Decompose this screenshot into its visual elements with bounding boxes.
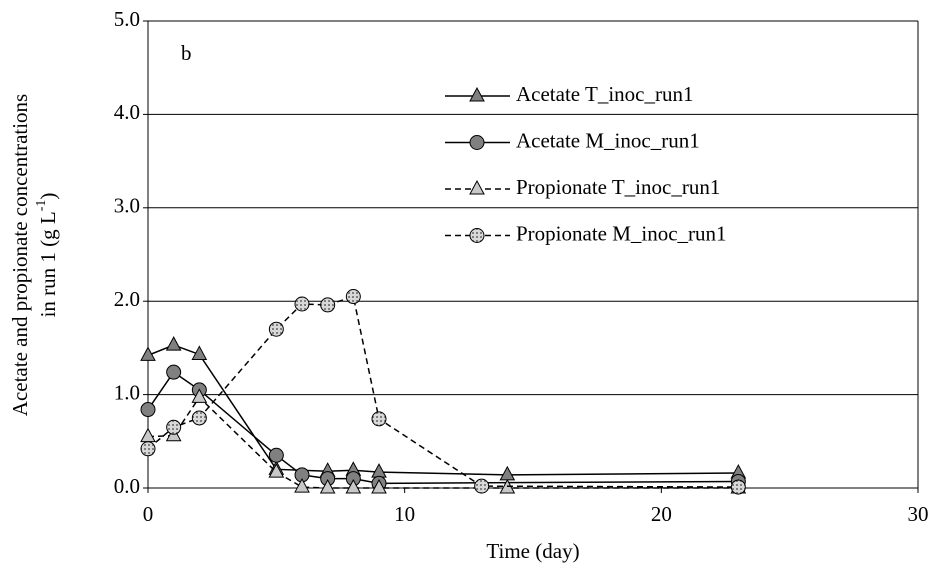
triangle-marker	[191, 388, 208, 403]
triangle-marker	[140, 346, 156, 361]
y-label-sup: -1	[34, 200, 49, 212]
series-line	[147, 396, 739, 489]
annotation: b	[181, 41, 192, 65]
y-tick-label: 3.0	[114, 194, 140, 218]
y-label-line: in run 1 (g L-1)	[34, 193, 60, 318]
circle-marker	[730, 479, 746, 495]
legend-marker	[469, 135, 485, 150]
triangle-marker	[294, 478, 310, 493]
series-line	[147, 371, 739, 485]
circle-marker	[140, 402, 156, 418]
circle-marker	[294, 296, 310, 312]
legend-marker	[469, 228, 485, 243]
y-label-line: Acetate and propionate concentrations	[8, 94, 32, 416]
x-tick-label: 10	[394, 502, 415, 526]
circle-marker	[191, 410, 207, 426]
circle-marker	[166, 364, 182, 380]
y-tick-label: 0.0	[114, 474, 140, 498]
legend-label: Acetate M_inoc_run1	[516, 128, 700, 152]
x-axis-label: Time (day)	[486, 539, 579, 563]
circle-marker	[268, 447, 284, 463]
triangle-marker	[371, 478, 387, 494]
x-tick-label: 0	[143, 502, 154, 526]
y-tick-label: 2.0	[114, 287, 140, 311]
triangle-marker	[165, 336, 182, 351]
circle-marker	[345, 289, 361, 305]
legend-label: Propionate T_inoc_run1	[516, 175, 720, 199]
circle-marker	[371, 411, 387, 427]
series-line	[147, 344, 739, 476]
triangle-marker	[499, 465, 516, 481]
legend-marker	[469, 179, 485, 195]
y-tick-label: 4.0	[114, 100, 140, 124]
y-label-text: in run 1 (g L	[36, 211, 60, 317]
legend-marker	[469, 86, 485, 102]
legend-label: Propionate M_inoc_run1	[516, 221, 727, 245]
circle-marker	[320, 297, 336, 313]
triangle-marker	[371, 463, 387, 478]
y-tick-label: 1.0	[114, 380, 140, 404]
triangle-marker	[140, 427, 156, 443]
y-axis-label: Acetate and propionate concentrations in…	[8, 94, 60, 416]
circle-marker	[268, 321, 284, 337]
circle-marker	[140, 441, 156, 457]
circle-marker	[166, 419, 182, 435]
triangle-marker	[268, 463, 285, 478]
x-tick-label: 30	[908, 502, 929, 526]
triangle-marker	[345, 478, 362, 494]
triangle-marker	[319, 478, 336, 494]
series-line	[147, 295, 739, 488]
circle-marker	[474, 478, 490, 494]
y-label-text: )	[36, 193, 60, 200]
triangle-marker	[191, 345, 208, 360]
y-tick-label: 5.0	[114, 7, 140, 31]
x-tick-label: 20	[651, 502, 672, 526]
legend-label: Acetate T_inoc_run1	[516, 82, 693, 106]
